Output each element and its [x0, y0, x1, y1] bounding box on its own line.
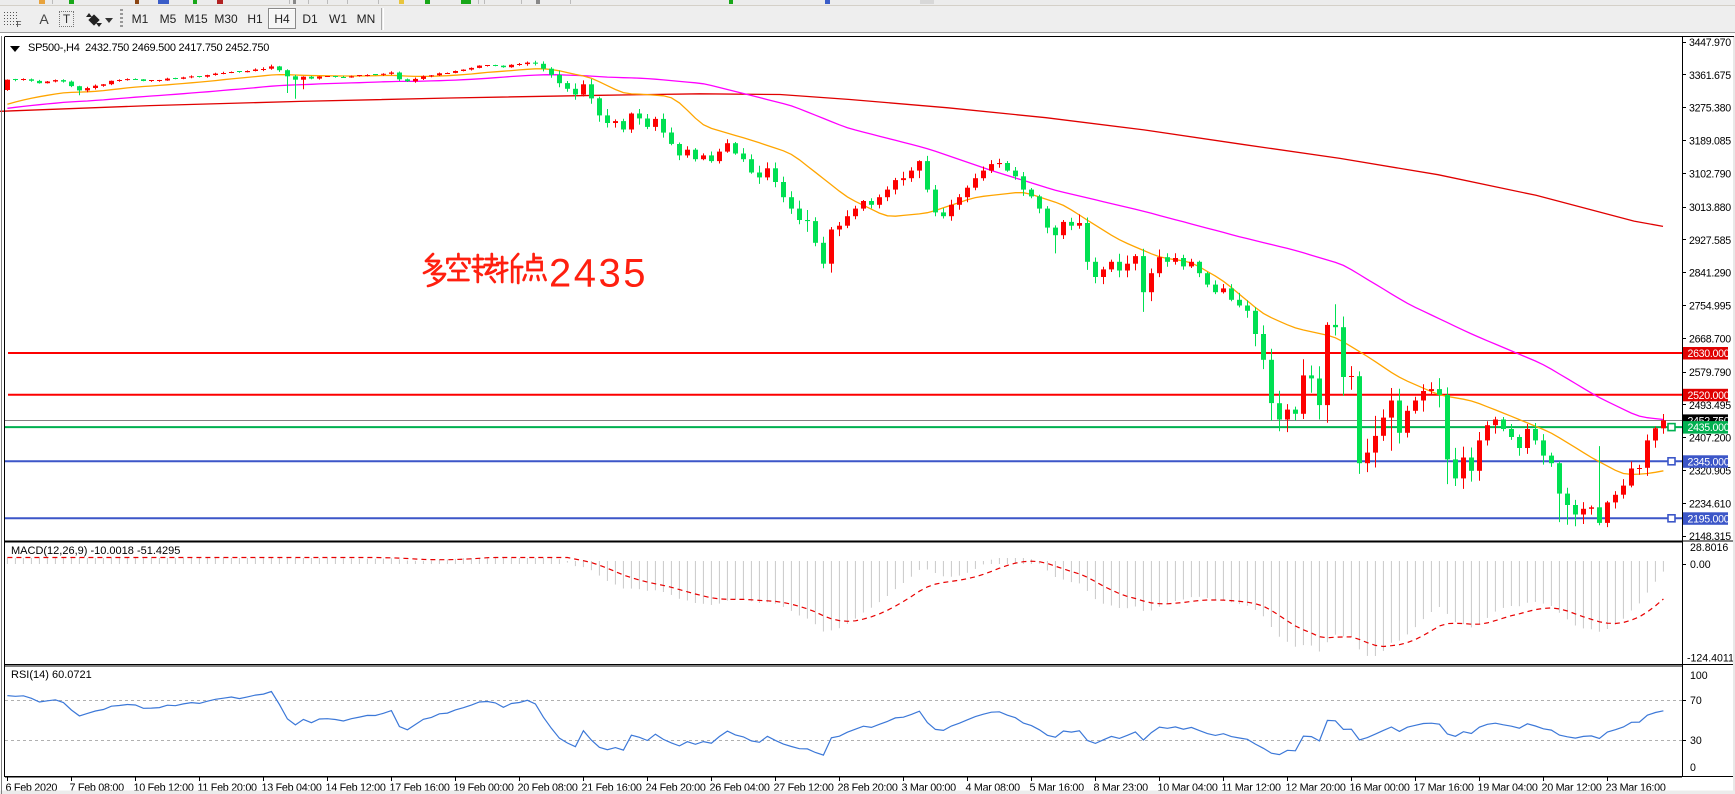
svg-text:2345.000: 2345.000 — [1688, 456, 1730, 468]
svg-text:2520.000: 2520.000 — [1688, 390, 1730, 402]
svg-text:100: 100 — [1690, 670, 1708, 682]
svg-text:MACD(12,26,9) -10.0018 -51.429: MACD(12,26,9) -10.0018 -51.4295 — [11, 545, 180, 557]
svg-text:28.8016: 28.8016 — [1690, 542, 1728, 554]
svg-text:70: 70 — [1690, 695, 1702, 707]
svg-text:30: 30 — [1690, 735, 1702, 747]
svg-text:2579.790: 2579.790 — [1689, 367, 1731, 379]
svg-text:SP500-,H4 2432.750 2469.500 2: SP500-,H4 2432.750 2469.500 2417.750 245… — [28, 42, 269, 54]
svg-text:2841.290: 2841.290 — [1689, 268, 1731, 280]
svg-text:3361.675: 3361.675 — [1689, 70, 1731, 82]
svg-text:0: 0 — [1690, 762, 1696, 774]
svg-text:0.00: 0.00 — [1690, 559, 1711, 571]
svg-text:3013.880: 3013.880 — [1689, 202, 1731, 214]
svg-text:2435.000: 2435.000 — [1688, 422, 1730, 434]
svg-text:3275.380: 3275.380 — [1689, 103, 1731, 115]
svg-text:3102.790: 3102.790 — [1689, 168, 1731, 180]
svg-text:2630.000: 2630.000 — [1688, 348, 1730, 360]
svg-text:2435: 2435 — [549, 252, 648, 296]
svg-text:2234.610: 2234.610 — [1689, 498, 1731, 510]
svg-text:2927.585: 2927.585 — [1689, 235, 1731, 247]
svg-text:-124.4011: -124.4011 — [1687, 653, 1734, 665]
svg-text:3447.970: 3447.970 — [1689, 37, 1731, 49]
svg-text:2668.700: 2668.700 — [1689, 333, 1731, 345]
svg-text:2195.000: 2195.000 — [1688, 513, 1730, 525]
svg-text:2320.905: 2320.905 — [1689, 466, 1731, 478]
svg-text:2754.995: 2754.995 — [1689, 301, 1731, 313]
svg-text:2148.315: 2148.315 — [1689, 531, 1731, 543]
svg-text:2493.495: 2493.495 — [1689, 400, 1731, 412]
svg-text:2407.200: 2407.200 — [1689, 433, 1731, 445]
svg-text:RSI(14) 60.0721: RSI(14) 60.0721 — [11, 669, 92, 681]
svg-text:3189.085: 3189.085 — [1689, 136, 1731, 148]
